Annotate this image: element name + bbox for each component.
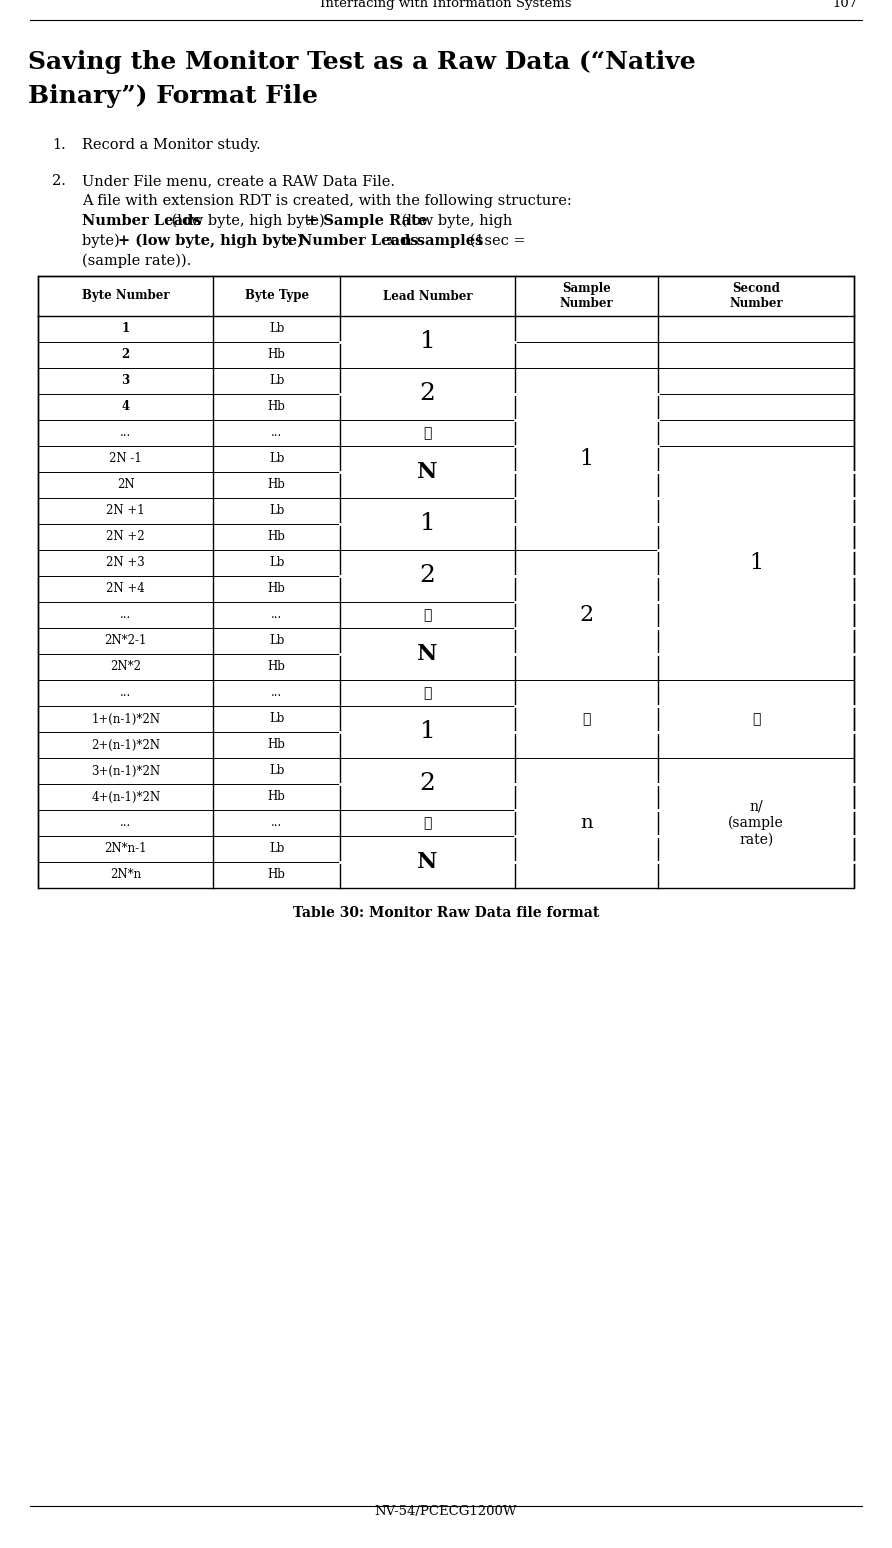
Text: Binary”) Format File: Binary”) Format File (28, 84, 318, 108)
Text: ⋯: ⋯ (424, 816, 432, 830)
Text: 1+(n-1)*2N: 1+(n-1)*2N (91, 712, 161, 726)
Text: Lb: Lb (269, 842, 285, 856)
Text: ⋯: ⋯ (582, 712, 591, 726)
Text: Lb: Lb (269, 556, 285, 570)
Text: 2N*n-1: 2N*n-1 (104, 842, 147, 856)
Text: n: n (581, 814, 593, 831)
Text: 2N: 2N (117, 478, 135, 492)
Text: 2N +1: 2N +1 (106, 505, 145, 517)
Text: Lb: Lb (269, 375, 285, 387)
Text: 2: 2 (580, 604, 594, 625)
Text: + (low byte, high byte): + (low byte, high byte) (119, 234, 304, 248)
Text: Hb: Hb (268, 661, 285, 673)
Text: (low byte, high byte): (low byte, high byte) (167, 214, 329, 229)
Text: N: N (417, 851, 438, 873)
Text: ...: ... (120, 816, 131, 830)
Text: n samples: n samples (401, 234, 483, 248)
Text: 3: 3 (121, 375, 130, 387)
Text: (sample rate)).: (sample rate)). (82, 254, 191, 268)
Text: ...: ... (120, 427, 131, 440)
Text: ...: ... (120, 608, 131, 621)
Text: Number Leads: Number Leads (299, 234, 418, 248)
Text: Lb: Lb (269, 765, 285, 777)
Text: Lb: Lb (269, 712, 285, 726)
Text: 1: 1 (121, 322, 129, 336)
Text: Second
Number: Second Number (729, 282, 783, 310)
Text: ⋯: ⋯ (424, 608, 432, 622)
Text: ...: ... (271, 816, 282, 830)
Text: 1: 1 (420, 720, 435, 743)
Text: Byte Type: Byte Type (244, 289, 309, 302)
Text: 2.: 2. (52, 173, 66, 187)
Text: 2N*2-1: 2N*2-1 (104, 635, 147, 647)
Text: Sample
Number: Sample Number (560, 282, 614, 310)
Text: ⋯: ⋯ (752, 712, 760, 726)
Text: ...: ... (271, 686, 282, 700)
Text: 2: 2 (420, 772, 435, 796)
Text: 1.: 1. (52, 138, 66, 152)
Text: Hb: Hb (268, 478, 285, 492)
Text: Number Leads: Number Leads (82, 214, 202, 228)
Text: + Sample Rate: + Sample Rate (306, 214, 427, 228)
Bar (38, 276, 854, 889)
Text: Under File menu, create a RAW Data File.: Under File menu, create a RAW Data File. (82, 173, 395, 187)
Text: Byte Number: Byte Number (82, 289, 169, 302)
Text: 2N +2: 2N +2 (106, 531, 145, 543)
Text: 1: 1 (420, 512, 435, 536)
Text: n/
(sample
rate): n/ (sample rate) (728, 800, 784, 847)
Text: x: x (280, 234, 298, 248)
Text: 3+(n-1)*2N: 3+(n-1)*2N (91, 765, 161, 777)
Text: 4+(n-1)*2N: 4+(n-1)*2N (91, 791, 161, 803)
Text: Hb: Hb (268, 868, 285, 881)
Text: Lb: Lb (269, 452, 285, 466)
Text: Record a Monitor study.: Record a Monitor study. (82, 138, 260, 152)
Text: 1: 1 (749, 553, 764, 574)
Text: Hb: Hb (268, 738, 285, 751)
Text: ...: ... (271, 427, 282, 440)
Text: Hb: Hb (268, 791, 285, 803)
Text: 2N*2: 2N*2 (111, 661, 141, 673)
Text: 2: 2 (121, 348, 130, 362)
Text: Table 30: Monitor Raw Data file format: Table 30: Monitor Raw Data file format (293, 906, 599, 920)
Text: (low byte, high: (low byte, high (398, 214, 513, 229)
Text: ⋯: ⋯ (424, 426, 432, 440)
Text: 2N*n: 2N*n (110, 868, 141, 881)
Text: Hb: Hb (268, 531, 285, 543)
Text: N: N (417, 461, 438, 483)
Text: NV-54/PCECG1200W: NV-54/PCECG1200W (375, 1505, 517, 1519)
Text: (1sec =: (1sec = (465, 234, 525, 248)
Text: x: x (384, 234, 401, 248)
Text: 1: 1 (580, 447, 594, 471)
Text: 2N +4: 2N +4 (106, 582, 145, 596)
Text: 2: 2 (420, 382, 435, 406)
Text: ...: ... (271, 608, 282, 621)
Text: byte): byte) (82, 234, 124, 248)
Text: Lb: Lb (269, 635, 285, 647)
Text: Lb: Lb (269, 505, 285, 517)
Text: 4: 4 (121, 401, 129, 413)
Text: Hb: Hb (268, 582, 285, 596)
Text: Interfacing with Information Systems: Interfacing with Information Systems (320, 0, 572, 9)
Text: 2+(n-1)*2N: 2+(n-1)*2N (91, 738, 161, 751)
Text: Lead Number: Lead Number (383, 289, 473, 302)
Text: 1: 1 (420, 331, 435, 353)
Text: Hb: Hb (268, 348, 285, 362)
Text: Hb: Hb (268, 401, 285, 413)
Text: A file with extension RDT is created, with the following structure:: A file with extension RDT is created, wi… (82, 194, 572, 207)
Text: ⋯: ⋯ (424, 686, 432, 700)
Text: ...: ... (120, 686, 131, 700)
Text: Saving the Monitor Test as a Raw Data (“Native: Saving the Monitor Test as a Raw Data (“… (28, 50, 696, 74)
Text: 2N +3: 2N +3 (106, 556, 145, 570)
Text: 107: 107 (833, 0, 858, 9)
Text: 2: 2 (420, 565, 435, 588)
Text: N: N (417, 642, 438, 666)
Text: 2N -1: 2N -1 (110, 452, 142, 466)
Text: Lb: Lb (269, 322, 285, 336)
